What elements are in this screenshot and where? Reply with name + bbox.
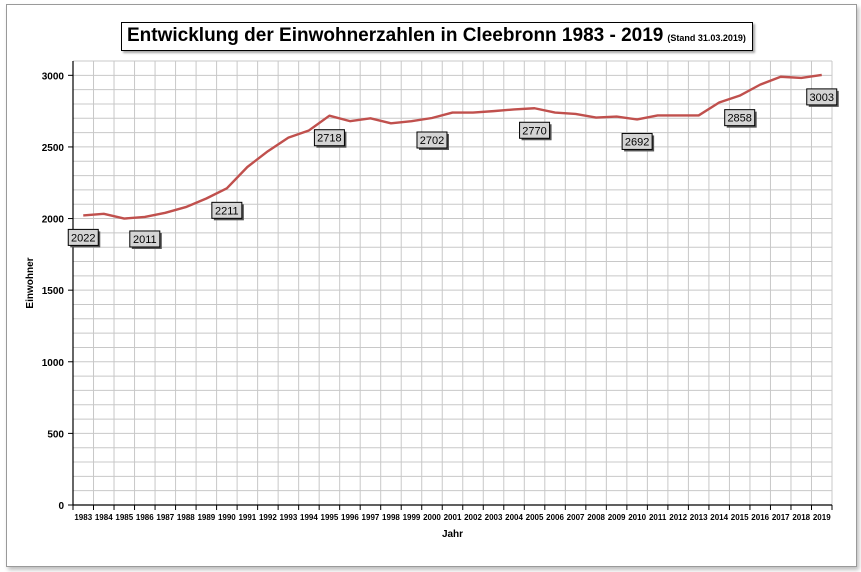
data-label: 2858 <box>724 109 757 128</box>
x-tick-label: 2005 <box>526 513 544 522</box>
data-label-text: 2022 <box>71 232 95 244</box>
data-label-box <box>67 228 99 246</box>
data-label-text: 2702 <box>420 135 444 147</box>
x-tick-label: 2012 <box>669 513 687 522</box>
data-label-text: 2858 <box>727 113 751 125</box>
data-label-text: 2770 <box>522 125 546 137</box>
data-label: 2702 <box>416 131 449 151</box>
x-tick-label: 2007 <box>567 513 585 522</box>
x-tick-label: 1995 <box>321 513 339 522</box>
x-tick-label: 1984 <box>95 513 113 522</box>
x-tick-label: 1988 <box>177 513 195 522</box>
x-tick-label: 2018 <box>792 513 810 522</box>
x-tick-label: 1989 <box>197 513 215 522</box>
x-tick-label: 2002 <box>464 513 482 522</box>
x-tick-label: 2001 <box>444 513 462 522</box>
chart-title-box: Entwicklung der Einwohnerzahlen in Cleeb… <box>121 22 753 51</box>
chart-subtitle: (Stand 31.03.2019) <box>667 33 746 43</box>
x-tick-label: 2014 <box>710 513 728 522</box>
plot-area <box>73 61 832 505</box>
data-label: 2718 <box>313 129 347 148</box>
x-tick-label: 2003 <box>485 513 503 522</box>
data-label: 2692 <box>621 132 655 152</box>
data-label-box <box>129 230 161 248</box>
x-tick-label: 2006 <box>546 513 564 522</box>
y-tick-labels: 0 500 1000 1500 2000 2500 3000 <box>42 71 65 512</box>
series-line <box>83 73 822 220</box>
data-label-box <box>724 109 756 127</box>
y-tick-label: 2500 <box>42 143 65 154</box>
data-labels: 2022 2011 2211 2718 2702 2770 2692 2858 3003 <box>67 88 839 249</box>
y-tick-label: 2000 <box>42 215 65 226</box>
x-tick-label: 1998 <box>382 513 400 522</box>
gridlines <box>73 60 833 505</box>
x-tick-label: 2010 <box>628 513 646 522</box>
y-axis-label: Einwohner <box>25 257 36 308</box>
axes <box>68 61 833 510</box>
x-tick-label: 1987 <box>156 513 174 522</box>
data-label-text: 2011 <box>133 234 157 246</box>
x-tick-label: 1994 <box>300 513 318 522</box>
y-tick-label: 3000 <box>42 71 65 82</box>
x-tick-label: 2008 <box>587 513 605 522</box>
y-tick-label: 1000 <box>42 358 65 369</box>
y-tick-label: 500 <box>47 429 64 440</box>
data-label: 2211 <box>211 201 244 221</box>
data-label-box <box>211 201 243 219</box>
x-tick-label: 1999 <box>403 513 421 522</box>
x-tick-label: 1993 <box>279 513 297 522</box>
x-tick-label: 2013 <box>690 513 708 522</box>
data-label-box <box>806 88 838 106</box>
x-tick-label: 1986 <box>136 513 154 522</box>
x-tick-label: 1983 <box>74 513 92 522</box>
x-tick-label: 2011 <box>649 513 667 522</box>
data-label-box <box>416 131 448 149</box>
x-tick-labels: 1983 1984 1985 1986 1987 1988 1989 1990 1991 1992… <box>74 513 831 522</box>
data-label: 2011 <box>129 230 162 249</box>
data-label-text: 2211 <box>215 205 239 217</box>
x-tick-label: 1997 <box>362 513 380 522</box>
x-tick-label: 2004 <box>505 513 523 522</box>
series-layer <box>83 73 822 220</box>
x-tick-label: 2019 <box>813 513 831 522</box>
y-tick-label: 0 <box>58 501 64 512</box>
x-tick-label: 1990 <box>218 513 236 522</box>
x-tick-label: 1985 <box>115 513 133 522</box>
chart-title: Entwicklung der Einwohnerzahlen in Cleeb… <box>127 25 664 46</box>
data-label: 2770 <box>519 121 552 141</box>
x-tick-label: 1992 <box>259 513 277 522</box>
x-axis-label: Jahr <box>442 529 463 540</box>
x-tick-label: 1991 <box>238 513 256 522</box>
data-label: 2022 <box>67 228 101 248</box>
data-label: 3003 <box>806 88 839 107</box>
x-tick-label: 1996 <box>341 513 359 522</box>
data-label-text: 2692 <box>625 136 649 148</box>
x-tick-label: 2017 <box>772 513 790 522</box>
data-label-box <box>313 129 345 147</box>
data-label-box <box>621 132 653 150</box>
data-label-text: 2718 <box>317 133 341 145</box>
x-tick-label: 2009 <box>608 513 626 522</box>
y-tick-label: 1500 <box>42 286 65 297</box>
x-tick-label: 2000 <box>423 513 441 522</box>
x-tick-label: 2016 <box>751 513 769 522</box>
x-tick-label: 2015 <box>731 513 749 522</box>
data-label-text: 3003 <box>810 92 834 104</box>
data-label-box <box>519 121 551 139</box>
